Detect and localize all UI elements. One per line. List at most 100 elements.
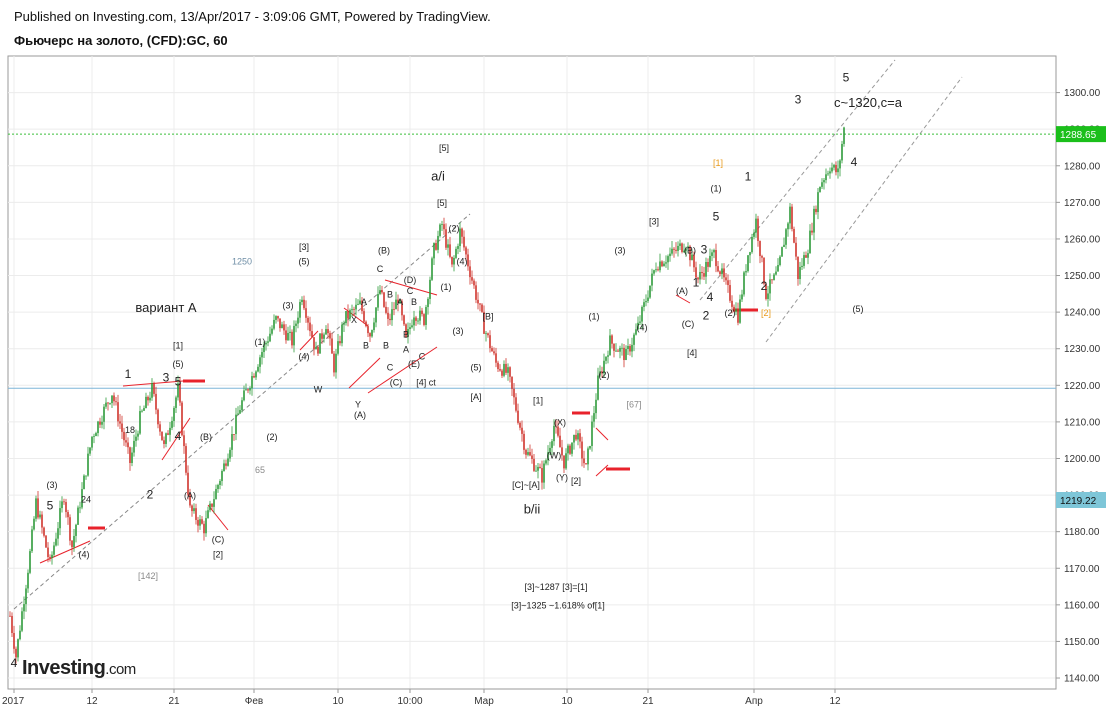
candle-body-112	[233, 434, 235, 435]
candle-body-362	[733, 306, 735, 312]
x-tick-label-8: 21	[642, 696, 654, 707]
candle-body-317	[643, 302, 645, 307]
candle-body-355	[719, 271, 721, 275]
candle-body-191	[391, 309, 393, 321]
candle-body-14	[37, 498, 39, 518]
candle-body-140	[289, 331, 291, 333]
candle-body-15	[39, 514, 41, 518]
candle-body-214	[437, 235, 439, 250]
candle-body-81	[171, 420, 173, 428]
candle-body-6	[21, 611, 23, 631]
candle-body-403	[815, 208, 817, 213]
candle-body-274	[557, 426, 559, 436]
candle-body-280	[569, 445, 571, 454]
candle-body-397	[803, 255, 805, 266]
candle-body-354	[717, 266, 719, 272]
candle-body-215	[439, 224, 441, 236]
candle-body-372	[753, 232, 755, 237]
candle-body-311	[631, 344, 633, 352]
annotation-56: (5)	[471, 363, 482, 373]
candle-body-365	[739, 299, 741, 323]
candle-body-295	[599, 371, 601, 376]
candle-body-61	[131, 452, 133, 464]
annotation-47: [4] ct	[416, 377, 436, 387]
x-tick-label-10: 12	[829, 696, 841, 707]
annotation-29: Y	[355, 399, 361, 409]
trend-line-2	[699, 59, 896, 301]
candle-body-413	[835, 164, 837, 173]
candle-body-144	[297, 317, 299, 324]
annotation-52: (4)	[457, 257, 468, 267]
candle-body-98	[205, 518, 207, 534]
annotation-13: вариант А	[135, 300, 196, 315]
candle-body-335	[679, 243, 681, 246]
annotation-76: 3	[701, 243, 708, 257]
candle-body-3	[15, 648, 17, 658]
candle-body-369	[747, 255, 749, 272]
annotation-87: [2]	[761, 308, 771, 318]
candle-body-117	[243, 390, 245, 401]
candle-body-382	[773, 274, 775, 281]
candle-body-263	[535, 470, 537, 472]
annotation-38: C	[387, 363, 394, 373]
candle-body-7	[23, 604, 25, 612]
candle-body-278	[565, 453, 567, 469]
annotation-3: 24	[81, 494, 91, 504]
logo-name: Investing	[22, 657, 106, 679]
candle-body-192	[393, 309, 395, 310]
candle-body-310	[629, 345, 631, 352]
candle-body-269	[547, 452, 549, 461]
candle-body-150	[309, 322, 311, 332]
candle-body-197	[403, 315, 405, 325]
candle-body-69	[147, 396, 149, 401]
candle-body-233	[475, 285, 477, 300]
candle-body-135	[279, 318, 281, 329]
candle-body-385	[779, 256, 781, 266]
candle-body-172	[353, 309, 355, 310]
candle-body-73	[155, 393, 157, 410]
candle-body-16	[41, 514, 43, 528]
candle-body-25	[59, 508, 61, 529]
candle-body-411	[831, 167, 833, 172]
candle-body-296	[601, 371, 603, 374]
candle-body-248	[505, 363, 507, 373]
candle-body-314	[637, 322, 639, 330]
candle-body-176	[361, 300, 363, 312]
candle-body-287	[583, 458, 585, 464]
candle-body-71	[151, 382, 153, 398]
candle-body-282	[573, 434, 575, 443]
candle-body-113	[235, 414, 237, 435]
candle-body-4	[17, 639, 19, 658]
candle-body-56	[121, 423, 123, 432]
candle-body-370	[749, 252, 751, 256]
candle-body-289	[587, 448, 589, 465]
y-axis-ticks: 1140.001150.001160.001170.001180.001190.…	[1056, 88, 1101, 685]
candle-body-297	[603, 360, 605, 374]
candle-body-380	[769, 279, 771, 294]
candle-body-42	[93, 436, 95, 437]
annotation-16: (C)	[212, 535, 225, 545]
annotation-18: [142]	[138, 571, 158, 581]
trend-line-3	[765, 76, 963, 343]
candle-body-258	[525, 449, 527, 455]
candle-body-303	[615, 350, 617, 352]
candle-body-122	[253, 376, 255, 378]
candle-body-55	[119, 421, 121, 424]
candle-body-410	[829, 171, 831, 174]
candle-body-402	[813, 208, 815, 233]
candle-body-399	[807, 253, 809, 258]
annotation-37: (B)	[378, 246, 390, 256]
candle-body-130	[269, 333, 271, 342]
candle-body-26	[61, 501, 63, 509]
candle-body-328	[665, 262, 667, 264]
annotation-22: (2)	[267, 432, 278, 442]
candle-body-116	[241, 400, 243, 411]
candle-body-105	[219, 481, 221, 486]
candle-body-146	[301, 299, 303, 303]
annotation-65: [3]~1287 [3]=[1]	[524, 582, 587, 592]
annotation-92: (5)	[853, 304, 864, 314]
candle-body-104	[217, 485, 219, 490]
annotation-88: 3	[795, 93, 802, 107]
candle-body-8	[25, 588, 27, 605]
